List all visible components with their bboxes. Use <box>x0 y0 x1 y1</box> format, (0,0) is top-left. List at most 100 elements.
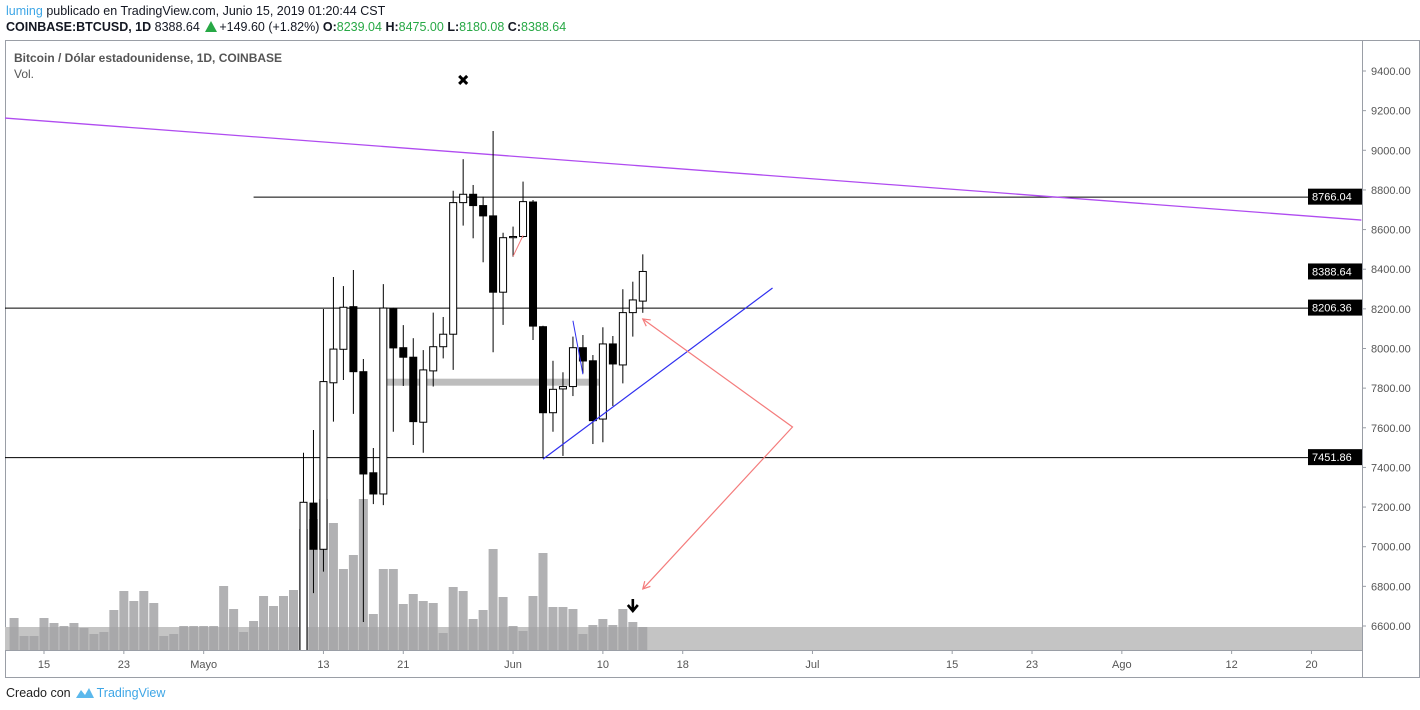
candle-body <box>379 307 388 495</box>
volume-bar <box>69 623 79 650</box>
candle <box>588 355 597 445</box>
time-tick-label: 13 <box>317 659 329 671</box>
volume-bar <box>378 569 388 650</box>
volume-bar <box>289 590 298 650</box>
candle-body <box>399 347 408 358</box>
time-tick-label: 21 <box>397 659 409 671</box>
volume-bar <box>498 597 508 650</box>
candle-body <box>489 215 498 293</box>
candle <box>319 309 328 572</box>
price-tick-label: 9200.00 <box>1371 106 1411 118</box>
candle <box>479 196 488 263</box>
candle-body <box>499 237 508 293</box>
price-tag-label: 8206.36 <box>1312 303 1352 315</box>
price-tag-label: 8766.04 <box>1312 192 1352 204</box>
price-tick-label: 8200.00 <box>1371 304 1411 316</box>
volume-bar <box>458 591 468 650</box>
candle <box>459 159 468 226</box>
blue-trendline <box>542 287 773 460</box>
purple-trendline <box>5 117 1362 221</box>
blue-short-line <box>572 320 584 375</box>
candle <box>489 131 498 353</box>
volume-bar <box>229 609 239 650</box>
volume-bar <box>318 499 328 650</box>
tradingview-link[interactable]: TradingView <box>96 686 166 700</box>
candle <box>499 232 508 325</box>
time-tick-label: 12 <box>1225 659 1237 671</box>
volume-bar <box>209 626 219 650</box>
price-tick-label: 7400.00 <box>1371 462 1411 474</box>
time-tick-label: 23 <box>118 659 130 671</box>
candle-body <box>359 371 368 475</box>
red-arrowhead-bottom <box>641 581 651 590</box>
volume-bar <box>49 623 59 650</box>
candle <box>399 325 408 386</box>
candle <box>568 336 577 397</box>
candle <box>638 254 647 313</box>
candle <box>548 360 557 432</box>
author-link[interactable]: luming <box>6 4 43 18</box>
last-price: 8388.64 <box>154 20 200 34</box>
volume-bar <box>189 626 199 650</box>
candle <box>389 307 398 432</box>
candle <box>429 312 438 387</box>
volume-bar <box>508 626 518 650</box>
volume-bar <box>29 636 39 650</box>
volume-bar <box>368 614 378 650</box>
volume-bar <box>59 626 69 650</box>
volume-bar <box>249 621 259 650</box>
volume-bar <box>448 587 458 650</box>
volume-bar <box>348 555 358 650</box>
price-change: +149.60 (+1.82%) <box>219 20 320 34</box>
candle <box>379 284 388 506</box>
low-value: 8180.08 <box>459 20 505 34</box>
red-arrowhead-top <box>641 318 651 327</box>
price-tag <box>1308 263 1362 280</box>
volume-bar <box>388 569 398 650</box>
candle <box>608 336 617 406</box>
candle <box>419 350 428 453</box>
red-small-line <box>512 235 524 257</box>
volume-bar <box>598 619 608 650</box>
low-label: L: <box>447 20 460 34</box>
legend-title: Bitcoin / Dólar estadounidense, 1D, COIN… <box>14 51 283 65</box>
candle-body <box>568 347 577 388</box>
candle <box>539 325 547 459</box>
time-tick-label: 15 <box>38 659 50 671</box>
candle-body <box>509 236 518 239</box>
candle <box>339 286 348 381</box>
volume-bar <box>139 591 149 650</box>
volume-bar <box>19 636 29 650</box>
candle <box>618 289 627 384</box>
volume-bar <box>119 591 129 650</box>
price-tick-label: 7000.00 <box>1371 542 1411 554</box>
volume-bar <box>39 618 49 650</box>
candle <box>359 358 368 623</box>
price-tag <box>1308 299 1362 316</box>
plot-area <box>5 74 1362 650</box>
x-marker-icon <box>458 74 469 85</box>
red-arrow-path <box>642 318 794 590</box>
candle <box>519 181 528 238</box>
volume-bar <box>338 569 348 650</box>
volume-bar <box>9 618 19 650</box>
volume-bar <box>528 596 538 650</box>
time-tick-label: 20 <box>1305 659 1317 671</box>
candle-body <box>548 388 557 414</box>
price-tag <box>1308 449 1362 466</box>
close-label: C: <box>507 20 521 34</box>
volume-bar <box>239 632 249 650</box>
time-tick-label: Mayo <box>190 659 217 671</box>
candle <box>349 270 358 414</box>
time-tick-label: Jun <box>504 659 522 671</box>
volume-bar <box>478 610 488 650</box>
time-tick-label: 23 <box>1026 659 1038 671</box>
candle <box>598 327 607 443</box>
volume-bar <box>468 619 478 650</box>
volume-bar <box>538 553 548 650</box>
high-label: H: <box>385 20 399 34</box>
candle <box>299 452 308 650</box>
volume-bar <box>418 601 428 650</box>
candle-body <box>349 306 358 373</box>
